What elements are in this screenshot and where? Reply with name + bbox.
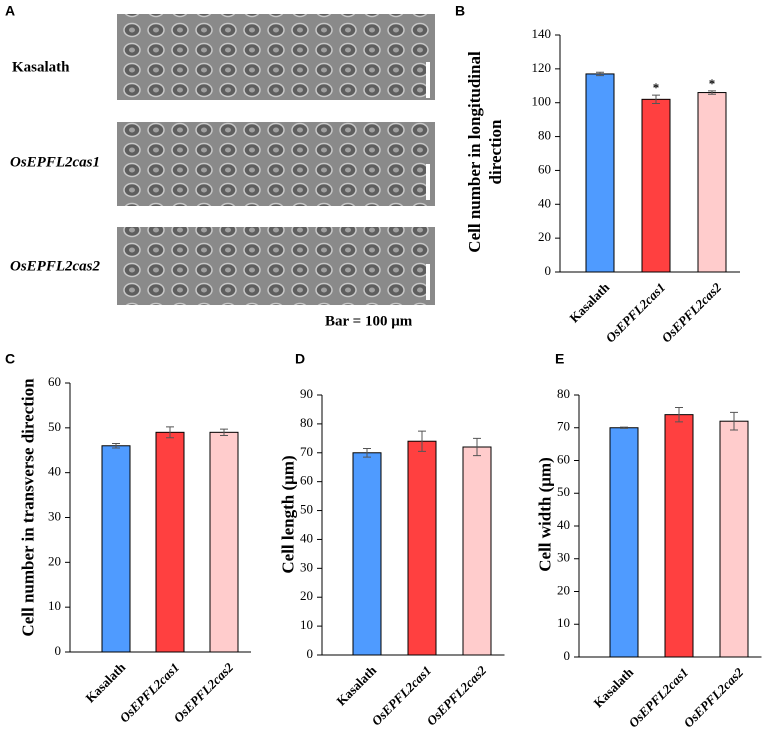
error-bar [730, 411, 738, 431]
y-axis-label: Cell number in transverse direction [18, 378, 38, 637]
y-tick-label: 20 [48, 553, 61, 568]
y-tick-label: 10 [557, 615, 570, 630]
y-axis-label: Cell width (μm) [535, 457, 555, 572]
x-tick-label: OsEPFL2cas2 [680, 664, 746, 730]
bar [641, 98, 671, 273]
y-tick-label: 40 [557, 517, 570, 532]
bar [697, 92, 727, 273]
y-tick-label: 0 [55, 643, 62, 658]
x-tick-label: Kasalath [82, 659, 128, 705]
panel-label: D [295, 351, 305, 367]
y-tick-label: 10 [300, 617, 313, 632]
y-tick-label: 70 [557, 419, 570, 434]
error-bar [220, 428, 228, 436]
row-label: Kasalath [12, 59, 70, 75]
error-bar [363, 447, 371, 458]
sem-image [117, 122, 435, 206]
y-tick-label: 0 [564, 648, 571, 663]
scale-bar [426, 264, 430, 300]
y-tick-label: 50 [557, 484, 570, 499]
y-tick-label: 50 [48, 419, 61, 434]
y-tick-label: 100 [532, 94, 552, 109]
y-tick-label: 40 [48, 464, 61, 479]
error-bar [473, 437, 481, 457]
x-tick-label: Kasalath [590, 664, 636, 710]
bar [352, 452, 382, 656]
significance-mark: * [709, 76, 716, 91]
y-tick-label: 30 [300, 559, 313, 574]
bar [407, 440, 437, 656]
error-bar [112, 443, 120, 449]
panel-label: A [5, 3, 15, 19]
error-bar [418, 430, 426, 452]
y-tick-label: 80 [300, 415, 313, 430]
scale-bar [426, 164, 430, 200]
panel-label: E [555, 351, 564, 367]
bar [101, 445, 131, 653]
y-tick-label: 20 [538, 229, 551, 244]
panel-label: C [5, 351, 15, 367]
y-tick-label: 50 [300, 502, 313, 517]
y-tick-label: 20 [300, 588, 313, 603]
y-tick-label: 40 [300, 530, 313, 545]
sem-image [117, 14, 435, 100]
y-tick-label: 80 [538, 128, 551, 143]
bar [209, 431, 239, 653]
y-tick-label: 60 [538, 161, 551, 176]
y-tick-label: 10 [48, 598, 61, 613]
error-bar [166, 426, 174, 439]
row-label: OsEPFL2cas1 [10, 154, 100, 170]
x-tick-label: OsEPFL2cas2 [423, 662, 489, 728]
y-tick-label: 0 [545, 263, 552, 278]
bar [719, 420, 749, 658]
panel-label: B [455, 3, 465, 19]
x-tick-label: Kasalath [333, 662, 379, 708]
y-tick-label: 80 [557, 386, 570, 401]
error-bar [675, 406, 683, 423]
y-tick-label: 120 [532, 60, 552, 75]
y-tick-label: 140 [532, 26, 552, 41]
bar [462, 446, 492, 656]
error-bar [708, 90, 716, 95]
error-bar [620, 426, 628, 429]
y-axis-label: Cell number in longitudinal direction [465, 51, 505, 253]
significance-mark: * [653, 80, 660, 95]
bar [609, 427, 639, 658]
sem-image [117, 227, 435, 305]
x-tick-label: OsEPFL2cas2 [658, 279, 724, 345]
bar [585, 73, 615, 273]
y-tick-label: 30 [557, 550, 570, 565]
y-tick-label: 0 [307, 646, 314, 661]
scale-bar [426, 62, 430, 98]
y-tick-label: 60 [48, 374, 61, 389]
error-bar [652, 94, 660, 105]
y-tick-label: 20 [557, 582, 570, 597]
y-axis-label: Cell length (μm) [278, 455, 298, 574]
x-tick-label: Kasalath [566, 279, 612, 325]
y-tick-label: 70 [300, 444, 313, 459]
y-tick-label: 60 [557, 451, 570, 466]
y-tick-label: 90 [300, 386, 313, 401]
error-bar [596, 71, 604, 77]
row-label: OsEPFL2cas2 [10, 258, 101, 274]
bar [664, 414, 694, 658]
bar [155, 431, 185, 653]
y-tick-label: 30 [48, 508, 61, 523]
y-tick-label: 60 [300, 473, 313, 488]
y-tick-label: 40 [538, 195, 551, 210]
scale-note: Bar = 100 μm [325, 313, 413, 329]
